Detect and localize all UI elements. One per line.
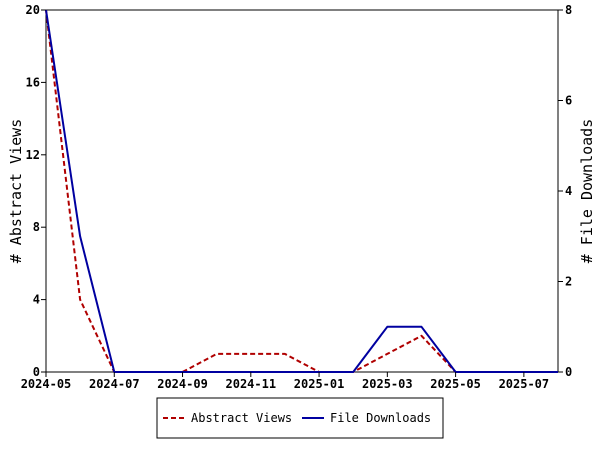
legend-box (156, 397, 444, 439)
legend-label-abstract-views: Abstract Views (191, 411, 292, 425)
x-tick-label: 2025-07 (499, 377, 550, 391)
y-left-tick-label: 16 (26, 75, 40, 89)
series-layer (45, 9, 558, 373)
y-left-tick-label: 0 (33, 365, 40, 379)
legend: Abstract Views File Downloads (156, 397, 444, 439)
y-left-tick-label: 4 (33, 293, 40, 307)
y-right-axis-title: # File Downloads (578, 119, 596, 264)
y-right-tick-label: 2 (565, 275, 572, 289)
legend-label-file-downloads: File Downloads (330, 411, 431, 425)
x-tick-label: 2025-01 (294, 377, 345, 391)
y-left-axis-title: # Abstract Views (7, 119, 25, 264)
plot-area (45, 9, 559, 373)
series-line-abstract-views (45, 9, 558, 373)
y-right-tick-label: 6 (565, 94, 572, 108)
y-right-tick-label: 0 (565, 365, 572, 379)
series-line-file-downloads (45, 9, 558, 373)
x-tick-label: 2024-09 (157, 377, 208, 391)
x-tick-label: 2025-05 (430, 377, 481, 391)
x-tick-label: 2024-05 (21, 377, 72, 391)
y-left-tick-label: 20 (26, 3, 40, 17)
x-tick-label: 2024-07 (89, 377, 140, 391)
y-right-tick-label: 4 (565, 184, 572, 198)
y-left-tick-label: 12 (26, 148, 40, 162)
ticks-layer: 0 4 8 12 16 20 0 2 4 6 8 2024-05 2024-07 2024-09 2024-… (21, 3, 573, 391)
y-left-tick-label: 8 (33, 220, 40, 234)
x-tick-label: 2025-03 (362, 377, 413, 391)
y-right-tick-label: 8 (565, 3, 572, 17)
plot-frame (45, 9, 559, 373)
x-tick-label: 2024-11 (226, 377, 277, 391)
